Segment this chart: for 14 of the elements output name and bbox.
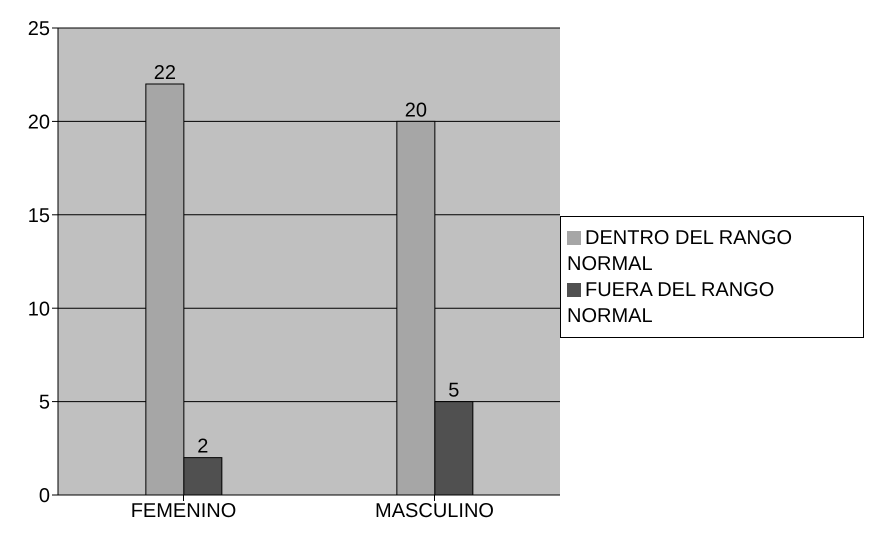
y-tick-label: 0 [38, 485, 50, 508]
x-tick-label: MASCULINO [375, 500, 494, 522]
x-tick-label: FEMENINO [130, 500, 236, 522]
y-tick-label: 15 [28, 204, 50, 227]
data-label: 5 [448, 380, 460, 402]
legend-label: FUERA DEL RANGO NORMAL [567, 278, 774, 326]
y-tick-label: 5 [38, 392, 50, 414]
legend-label: DENTRO DEL RANGO NORMAL [567, 226, 792, 274]
y-tick-label: 10 [28, 298, 50, 320]
data-label: 2 [197, 436, 208, 458]
data-label: 20 [404, 99, 427, 122]
y-tick-label: 25 [28, 18, 50, 40]
y-tick-label: 20 [28, 112, 50, 134]
data-label: 22 [154, 62, 176, 84]
